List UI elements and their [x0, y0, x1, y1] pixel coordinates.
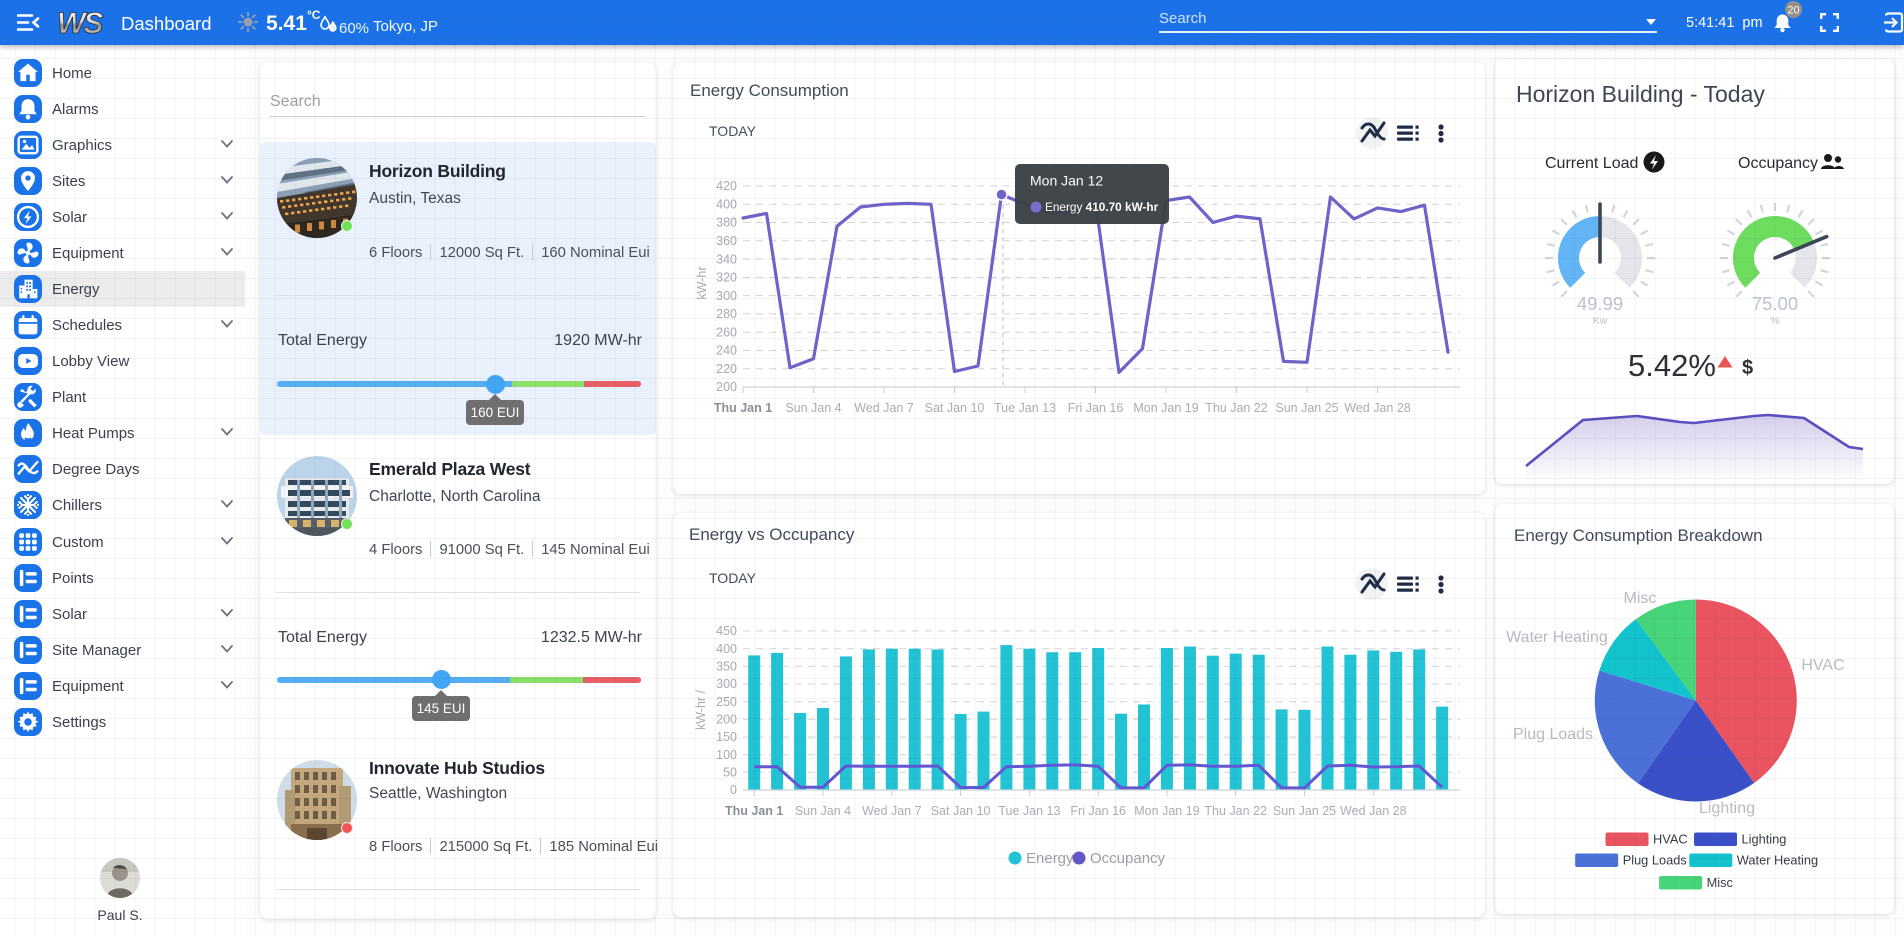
svg-text:Sat Jan 10: Sat Jan 10	[925, 401, 985, 415]
svg-text:340: 340	[716, 252, 737, 266]
svg-text:5.42%: 5.42%	[1628, 348, 1716, 383]
svg-text:Fri Jan 16: Fri Jan 16	[1068, 401, 1124, 415]
svg-text:Lighting: Lighting	[1742, 832, 1787, 847]
svg-text:Energy vs Occupancy: Energy vs Occupancy	[689, 525, 855, 544]
svg-text:49.99: 49.99	[1577, 293, 1623, 314]
svg-text:320: 320	[716, 271, 737, 285]
svg-text:450: 450	[716, 624, 737, 638]
svg-text:kW-hr: kW-hr	[695, 266, 709, 299]
svg-text:280: 280	[716, 307, 737, 321]
svg-text:Mon Jan 19: Mon Jan 19	[1134, 804, 1199, 818]
svg-text:100: 100	[716, 748, 737, 762]
svg-text:300: 300	[716, 289, 737, 303]
svg-text:Sun Jan 25: Sun Jan 25	[1273, 804, 1336, 818]
svg-text:75.00: 75.00	[1752, 293, 1798, 314]
svg-text:Tue Jan 13: Tue Jan 13	[994, 401, 1056, 415]
svg-text:Thu Jan 1: Thu Jan 1	[714, 401, 772, 415]
svg-text:Sun Jan 4: Sun Jan 4	[785, 401, 841, 415]
svg-text:Sat Jan 10: Sat Jan 10	[931, 804, 991, 818]
svg-text:380: 380	[716, 216, 737, 230]
svg-text:Water Heating: Water Heating	[1737, 853, 1818, 868]
svg-text:Sun Jan 4: Sun Jan 4	[795, 804, 851, 818]
svg-text:420: 420	[716, 179, 737, 193]
svg-text:Mon Jan 12: Mon Jan 12	[1030, 173, 1103, 189]
svg-text:Fri Jan 16: Fri Jan 16	[1070, 804, 1126, 818]
svg-text:Thu Jan 22: Thu Jan 22	[1205, 401, 1268, 415]
svg-text:Energy 410.70 kW-hr: Energy 410.70 kW-hr	[1045, 200, 1159, 214]
svg-text:Wed Jan 28: Wed Jan 28	[1340, 804, 1407, 818]
svg-text:200: 200	[716, 713, 737, 727]
svg-text:Misc: Misc	[1707, 875, 1734, 890]
svg-text:TODAY: TODAY	[709, 123, 757, 139]
svg-text:Sun Jan 25: Sun Jan 25	[1275, 401, 1338, 415]
svg-text:50: 50	[723, 766, 737, 780]
svg-text:HVAC: HVAC	[1653, 832, 1688, 847]
svg-text:Occupancy: Occupancy	[1090, 850, 1166, 867]
svg-text:kW-hr /: kW-hr /	[694, 689, 708, 730]
svg-text:Wed Jan 7: Wed Jan 7	[854, 401, 914, 415]
svg-text:Energy: Energy	[1026, 850, 1074, 867]
svg-text:250: 250	[716, 695, 737, 709]
svg-text:Mon Jan 19: Mon Jan 19	[1133, 401, 1198, 415]
svg-text:Wed Jan 7: Wed Jan 7	[862, 804, 922, 818]
svg-text:WS: WS	[57, 7, 103, 40]
svg-text:Thu Jan 1: Thu Jan 1	[725, 804, 783, 818]
svg-text:Energy Consumption: Energy Consumption	[690, 81, 849, 100]
svg-text:360: 360	[716, 234, 737, 248]
svg-text:350: 350	[716, 660, 737, 674]
svg-text:Current Load: Current Load	[1545, 155, 1638, 172]
svg-text:Energy Consumption Breakdown: Energy Consumption Breakdown	[1514, 526, 1763, 545]
svg-text:Kw: Kw	[1593, 315, 1608, 327]
svg-text:Occupancy: Occupancy	[1738, 155, 1818, 172]
svg-text:Misc: Misc	[1624, 590, 1657, 607]
svg-text:Tue Jan 13: Tue Jan 13	[998, 804, 1060, 818]
svg-text:400: 400	[716, 198, 737, 212]
svg-text:400: 400	[716, 642, 737, 656]
svg-text:150: 150	[716, 730, 737, 744]
svg-text:Horizon Building - Today: Horizon Building - Today	[1516, 81, 1765, 107]
svg-text:TODAY: TODAY	[709, 570, 757, 586]
svg-text:Lighting: Lighting	[1699, 800, 1755, 817]
svg-text:20: 20	[1787, 4, 1799, 16]
svg-text:HVAC: HVAC	[1801, 657, 1844, 674]
svg-text:%: %	[1770, 315, 1779, 327]
svg-text:Water Heating: Water Heating	[1506, 629, 1608, 646]
svg-text:Plug Loads: Plug Loads	[1513, 726, 1593, 743]
svg-text:220: 220	[716, 362, 737, 376]
svg-text:0: 0	[730, 783, 737, 797]
svg-text:300: 300	[716, 677, 737, 691]
svg-text:$: $	[1742, 357, 1753, 379]
svg-text:240: 240	[716, 344, 737, 358]
svg-text:Wed Jan 28: Wed Jan 28	[1344, 401, 1411, 415]
svg-text:Thu Jan 22: Thu Jan 22	[1204, 804, 1267, 818]
svg-text:Plug Loads: Plug Loads	[1623, 853, 1687, 868]
svg-text:200: 200	[716, 380, 737, 394]
svg-text:260: 260	[716, 325, 737, 339]
